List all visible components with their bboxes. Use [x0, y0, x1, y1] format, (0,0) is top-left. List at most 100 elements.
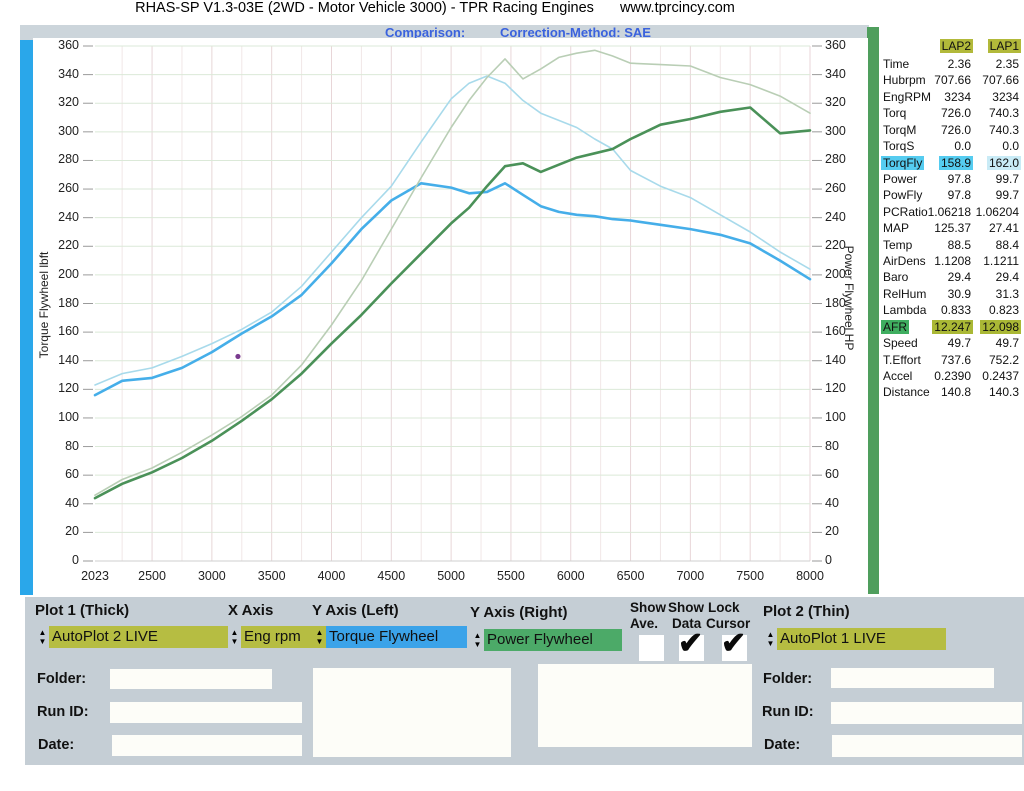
- spinner-icon[interactable]: ▲ ▼: [230, 628, 239, 646]
- y-right-tick: 180: [825, 295, 846, 310]
- series-right: [94, 49, 811, 497]
- table-row[interactable]: T.Effort 737.6 752.2: [879, 353, 1024, 369]
- table-header-row: LAP2 LAP1: [879, 39, 1024, 55]
- runid-input-left[interactable]: [110, 702, 302, 723]
- show-data-checkbox[interactable]: ✔: [678, 627, 704, 661]
- lap1-value: 162.0: [986, 155, 1021, 170]
- dyno-chart-canvas[interactable]: [33, 38, 868, 595]
- plot2-dropdown-value[interactable]: AutoPlot 1 LIVE: [777, 628, 946, 650]
- yaxis-left-dropdown-value[interactable]: Torque Flywheel: [326, 626, 467, 648]
- plot2-header: Plot 2 (Thin): [763, 603, 850, 620]
- y-left-tick: 80: [65, 438, 79, 453]
- lap2-value: 158.9: [938, 155, 973, 170]
- lap1-value: 2.35: [995, 57, 1019, 71]
- table-row[interactable]: Temp 88.5 88.4: [879, 238, 1024, 254]
- y-left-tick: 320: [58, 95, 79, 110]
- lap2-value: 0.0: [954, 139, 971, 154]
- xaxis-dropdown[interactable]: ▲ ▼ Eng rpm: [228, 626, 330, 648]
- table-row[interactable]: RelHum 30.9 31.3: [879, 287, 1024, 303]
- series-right: [93, 106, 812, 500]
- row-label: Accel: [883, 368, 913, 383]
- y-left-tick: 340: [58, 66, 79, 81]
- lock-cursor-checkbox[interactable]: ✔: [721, 627, 747, 661]
- row-label: Distance: [883, 385, 930, 400]
- y-right-tick: 240: [825, 209, 846, 224]
- lap1-value: 0.823: [988, 303, 1019, 318]
- y-left-tick: 240: [58, 209, 79, 224]
- show-data-label-1: Show: [668, 600, 704, 615]
- lap2-value: 2.36: [947, 57, 971, 71]
- plot2-dropdown[interactable]: ▲ ▼ AutoPlot 1 LIVE: [764, 628, 946, 650]
- lap1-value: 88.4: [995, 237, 1019, 252]
- row-label: Torq: [883, 106, 907, 121]
- y-right-tick: 300: [825, 123, 846, 138]
- folder-input-right[interactable]: [831, 668, 994, 688]
- table-row[interactable]: Torq 726.0 740.3: [879, 106, 1024, 122]
- lap1-value: 1.06204: [975, 204, 1019, 219]
- spinner-icon[interactable]: ▲ ▼: [315, 628, 324, 646]
- table-row[interactable]: Distance 140.8 140.3: [879, 385, 1024, 401]
- show-data-label-2: Data: [672, 616, 702, 631]
- plot1-dropdown-value[interactable]: AutoPlot 2 LIVE: [49, 626, 228, 648]
- date-input-right[interactable]: [832, 735, 1022, 757]
- x-tick: 6500: [616, 569, 645, 583]
- y-left-tick: 180: [58, 295, 79, 310]
- row-label: AirDens: [883, 254, 926, 269]
- row-label: Lambda: [883, 303, 927, 318]
- date-input-left[interactable]: [112, 735, 302, 756]
- table-row[interactable]: Power 97.8 99.7: [879, 172, 1024, 188]
- row-label: T.Effort: [883, 352, 921, 367]
- table-row[interactable]: Baro 29.4 29.4: [879, 270, 1024, 286]
- lap1-value: 99.7: [995, 171, 1019, 186]
- yaxis-right-dropdown[interactable]: ▲ ▼ Power Flywheel: [471, 629, 622, 651]
- table-row[interactable]: TorqM 726.0 740.3: [879, 123, 1024, 139]
- spinner-icon[interactable]: ▲ ▼: [766, 630, 775, 648]
- app-title-text: RHAS-SP V1.3-03E (2WD - Motor Vehicle 30…: [135, 0, 594, 16]
- lap2-value: 0.2390: [934, 368, 971, 383]
- table-row[interactable]: Lambda 0.833 0.823: [879, 303, 1024, 319]
- table-row[interactable]: MAP 125.37 27.41: [879, 221, 1024, 237]
- x-tick: 5000: [437, 569, 466, 583]
- yaxis-right-dropdown-value[interactable]: Power Flywheel: [484, 629, 622, 651]
- plot1-dropdown[interactable]: ▲ ▼ AutoPlot 2 LIVE: [36, 626, 228, 648]
- xaxis-dropdown-value[interactable]: Eng rpm: [241, 626, 330, 648]
- lap2-value: 29.4: [947, 270, 971, 285]
- folder-label-right: Folder:: [763, 671, 813, 687]
- x-tick: 5500: [497, 569, 525, 583]
- notes-textarea-right[interactable]: [538, 664, 752, 747]
- x-tick: 3000: [197, 569, 226, 583]
- y-right-tick: 340: [825, 66, 846, 81]
- show-ave-checkbox[interactable]: [639, 635, 664, 661]
- x-tick: 4500: [377, 569, 406, 583]
- table-row[interactable]: TorqS 0.0 0.0: [879, 139, 1024, 155]
- spinner-icon[interactable]: ▲ ▼: [473, 631, 482, 649]
- cursor-dot[interactable]: [235, 353, 241, 360]
- date-label-right: Date:: [764, 737, 801, 753]
- table-row[interactable]: PCRatio 1.06218 1.06204: [879, 205, 1024, 221]
- table-row[interactable]: Speed 49.7 49.7: [879, 336, 1024, 352]
- dyno-chart[interactable]: 0 0 20 20 40 40 60 60 80 80 100 100 120 120 140 140 160 1…: [33, 38, 868, 595]
- yaxis-left-dropdown[interactable]: ▲ ▼ Torque Flywheel: [313, 626, 467, 648]
- table-row[interactable]: Time 2.36 2.35: [879, 57, 1024, 73]
- y-left-tick: 220: [58, 238, 79, 253]
- table-row[interactable]: Accel 0.2390 0.2437: [879, 369, 1024, 385]
- lap2-value: 97.8: [947, 188, 971, 203]
- table-row[interactable]: Hubrpm 707.66 707.66: [879, 73, 1024, 89]
- row-label: Speed: [883, 336, 918, 351]
- folder-input-left[interactable]: [110, 669, 272, 689]
- y-right-tick: 0: [825, 553, 832, 567]
- spinner-icon[interactable]: ▲ ▼: [38, 628, 47, 646]
- table-row[interactable]: TorqFly 158.9 162.0: [879, 155, 1024, 172]
- x-tick: 8000: [796, 569, 824, 583]
- lap1-value: 3234: [992, 89, 1019, 104]
- row-label: Hubrpm: [883, 73, 926, 88]
- notes-textarea-left[interactable]: [313, 668, 511, 757]
- row-label: EngRPM: [883, 89, 932, 104]
- row-label: PCRatio: [883, 204, 928, 219]
- table-row[interactable]: PowFly 97.8 99.7: [879, 188, 1024, 204]
- table-row[interactable]: EngRPM 3234 3234: [879, 90, 1024, 106]
- runid-input-right[interactable]: [831, 702, 1022, 724]
- table-row[interactable]: AirDens 1.1208 1.1211: [879, 254, 1024, 270]
- y-left-tick: 300: [58, 123, 79, 138]
- table-row[interactable]: AFR 12.247 12.098: [879, 319, 1024, 336]
